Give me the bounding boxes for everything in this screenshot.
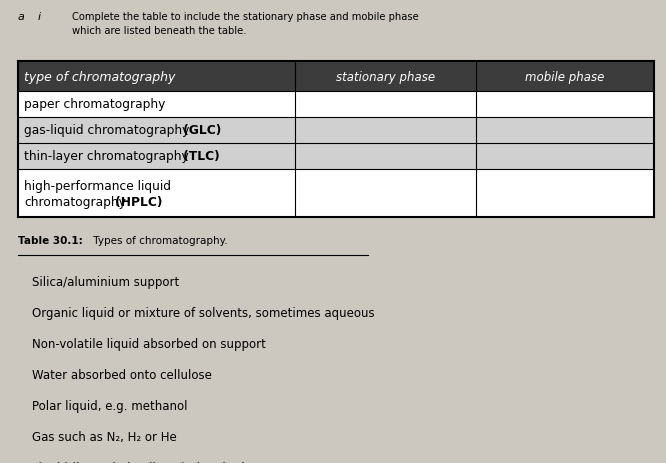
Text: chromatography: chromatography <box>24 196 126 209</box>
Text: a: a <box>18 12 25 22</box>
Text: Complete the table to include the stationary phase and mobile phase
which are li: Complete the table to include the statio… <box>72 12 419 36</box>
Text: Non-volatile liquid absorbed on support: Non-volatile liquid absorbed on support <box>32 337 266 350</box>
Bar <box>18 118 654 144</box>
Text: i: i <box>38 12 41 22</box>
Text: Water absorbed onto cellulose: Water absorbed onto cellulose <box>32 368 212 381</box>
Text: Gas such as N₂, H₂ or He: Gas such as N₂, H₂ or He <box>32 430 176 443</box>
Text: Table 30.1:: Table 30.1: <box>18 236 83 245</box>
Text: Silica/aluminium support: Silica/aluminium support <box>32 275 179 288</box>
Text: Polar liquid, e.g. methanol: Polar liquid, e.g. methanol <box>32 399 188 412</box>
Text: (TLC): (TLC) <box>179 150 220 163</box>
Bar <box>18 92 654 118</box>
Text: mobile phase: mobile phase <box>525 70 605 83</box>
Text: type of chromatography: type of chromatography <box>24 70 175 83</box>
Text: gas-liquid chromatography: gas-liquid chromatography <box>24 124 189 137</box>
Text: Liquid (long-chain alkane) absorbed on support: Liquid (long-chain alkane) absorbed on s… <box>32 461 312 463</box>
Bar <box>18 169 654 218</box>
Text: stationary phase: stationary phase <box>336 70 435 83</box>
Text: paper chromatography: paper chromatography <box>24 98 165 111</box>
Text: Organic liquid or mixture of solvents, sometimes aqueous: Organic liquid or mixture of solvents, s… <box>32 307 374 319</box>
Text: (GLC): (GLC) <box>179 124 221 137</box>
Text: Types of chromatography.: Types of chromatography. <box>90 236 228 245</box>
Bar <box>18 62 654 92</box>
Text: high-performance liquid: high-performance liquid <box>24 180 171 193</box>
Bar <box>18 144 654 169</box>
Text: thin-layer chromatography: thin-layer chromatography <box>24 150 188 163</box>
Text: (HPLC): (HPLC) <box>111 196 163 209</box>
